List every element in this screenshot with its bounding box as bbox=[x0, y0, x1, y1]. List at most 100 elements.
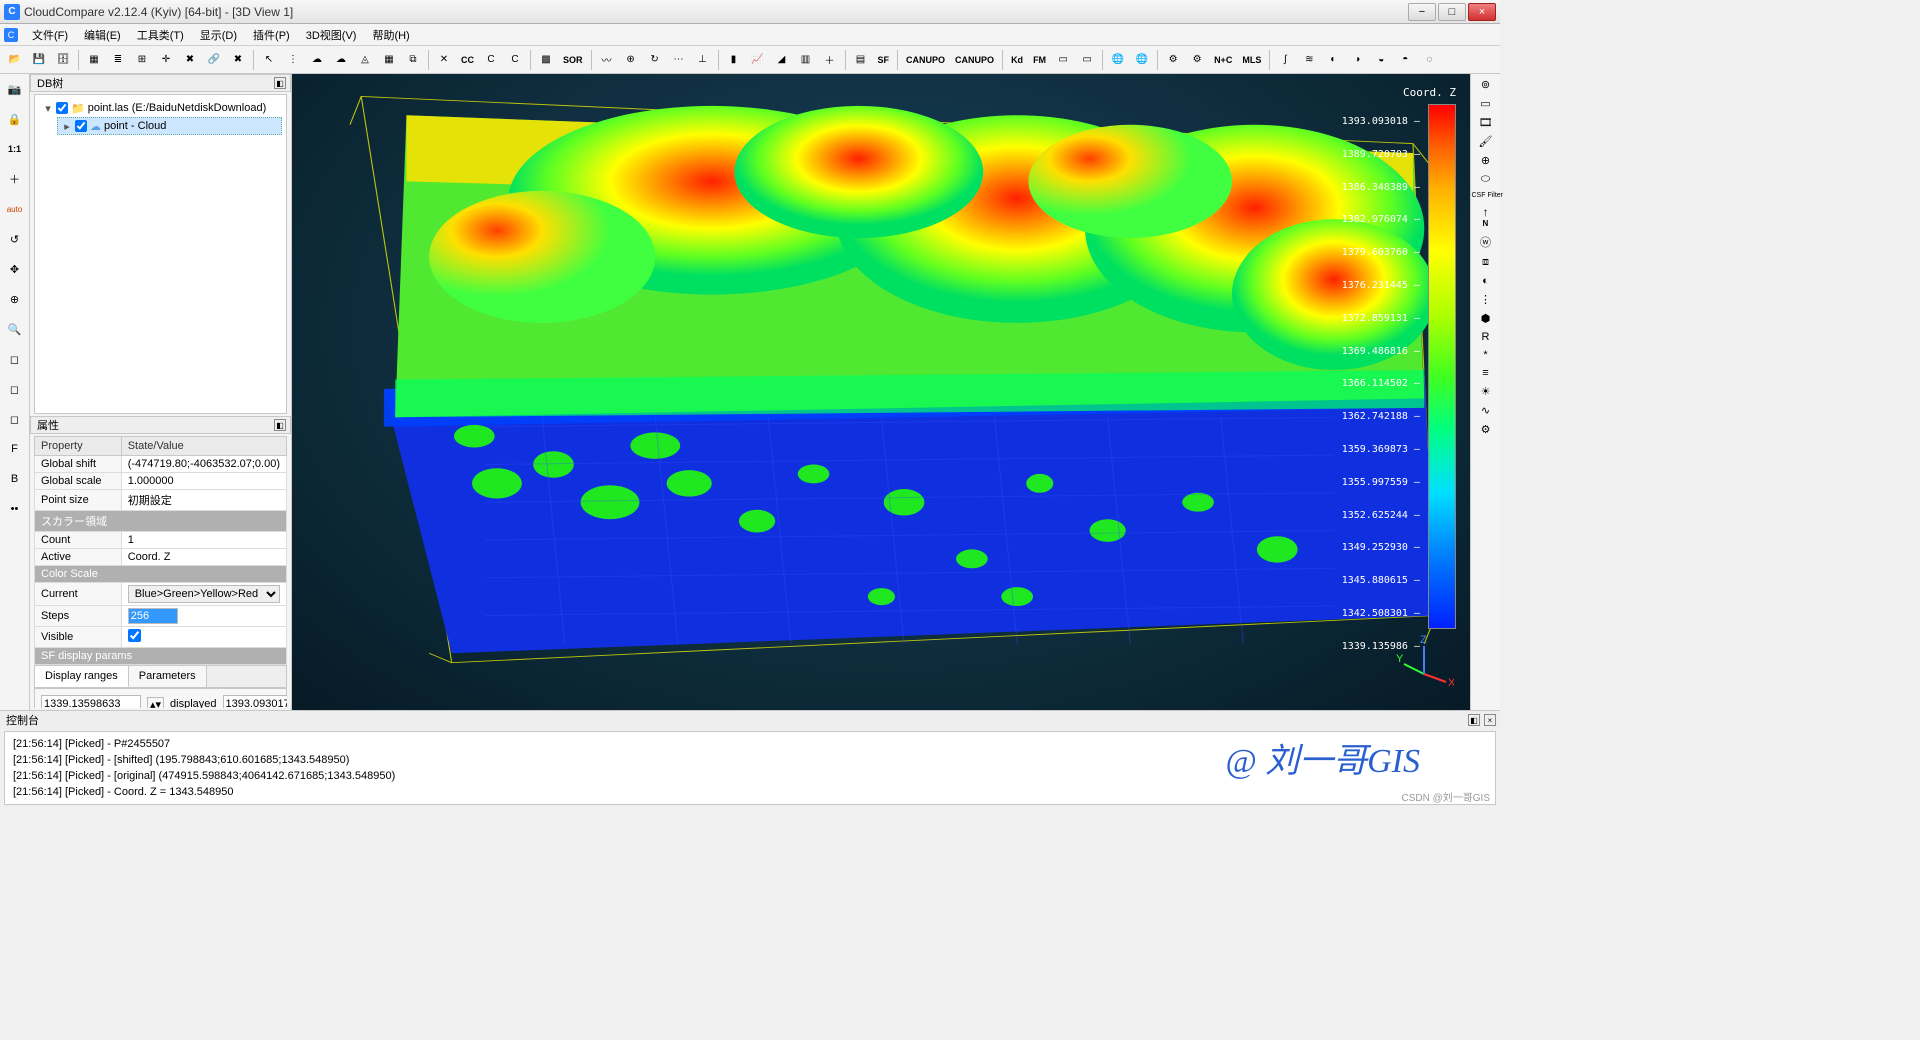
menu-工具类(T)[interactable]: 工具类(T) bbox=[129, 25, 192, 45]
visible-checkbox[interactable] bbox=[128, 629, 141, 642]
tab-parameters[interactable]: Parameters bbox=[129, 666, 207, 687]
close-button[interactable]: × bbox=[1468, 3, 1496, 21]
toolbtn-cci[interactable]: C bbox=[480, 49, 502, 71]
rightbtn-target[interactable]: ⊚ bbox=[1481, 78, 1490, 91]
expand-icon[interactable]: ▸ bbox=[62, 120, 72, 133]
leftbtn-target[interactable]: ⊕ bbox=[4, 288, 26, 310]
toolbtn-sor[interactable]: SOR bbox=[559, 49, 587, 71]
steps-input[interactable] bbox=[128, 608, 178, 624]
toolbtn-grid2[interactable]: ▦ bbox=[378, 49, 400, 71]
rightbtn-dots[interactable]: ⋮ bbox=[1480, 293, 1491, 306]
toolbtn-gear1[interactable]: ⚙ bbox=[1162, 49, 1184, 71]
toolbtn-ccw[interactable]: C bbox=[504, 49, 526, 71]
toolbtn-f2[interactable]: ▭ bbox=[1076, 49, 1098, 71]
toolbtn-list[interactable]: ≣ bbox=[107, 49, 129, 71]
properties-dock-icon[interactable]: ◧ bbox=[274, 419, 286, 431]
toolbtn-gear2[interactable]: ⚙ bbox=[1186, 49, 1208, 71]
toolbtn-link[interactable]: 🔗 bbox=[203, 49, 225, 71]
rightbtn-csf[interactable]: CSF Filter bbox=[1472, 192, 1500, 199]
toolbtn-canupo2[interactable]: CANUPO bbox=[951, 49, 998, 71]
toolbtn-spin[interactable]: ↻ bbox=[644, 49, 666, 71]
tree-root[interactable]: ▾ 📁 point.las (E:/BaiduNetdiskDownload) bbox=[39, 99, 282, 117]
toolbtn-save[interactable]: 💾 bbox=[28, 49, 50, 71]
menu-插件(P)[interactable]: 插件(P) bbox=[245, 25, 298, 45]
toolbtn-del[interactable]: ✖ bbox=[227, 49, 249, 71]
toolbtn-canupo1[interactable]: CANUPO bbox=[902, 49, 949, 71]
rightbtn-shield[interactable]: ⬭ bbox=[1481, 173, 1490, 186]
toolbtn-dots[interactable]: ⋯ bbox=[668, 49, 690, 71]
leftbtn-box2[interactable]: ◻ bbox=[4, 378, 26, 400]
leftbtn-lock[interactable]: 🔒 bbox=[4, 108, 26, 130]
toolbtn-x1[interactable]: ✕ bbox=[433, 49, 455, 71]
rightbtn-hex[interactable]: ⬢ bbox=[1481, 312, 1491, 325]
toolbtn-s4[interactable]: ◑ bbox=[1346, 49, 1368, 71]
toolbtn-nc[interactable]: N+C bbox=[1210, 49, 1236, 71]
rightbtn-rgb[interactable]: R bbox=[1482, 331, 1490, 343]
toolbtn-grid[interactable]: ⊞ bbox=[131, 49, 153, 71]
console-output[interactable]: [21:56:14] [Picked] - P#2455507[21:56:14… bbox=[4, 731, 1496, 805]
tree-child[interactable]: ▸ ☁ point - Cloud bbox=[57, 117, 282, 135]
leftbtn-camera[interactable]: 📷 bbox=[4, 78, 26, 100]
rightbtn-film[interactable]: 🎞 bbox=[1479, 116, 1493, 129]
menu-3D视图(V)[interactable]: 3D视图(V) bbox=[298, 25, 365, 45]
rightbtn-brush[interactable]: 🖌 bbox=[1479, 135, 1493, 148]
leftbtn-box3[interactable]: ◻ bbox=[4, 408, 26, 430]
colorscale-select[interactable]: Blue>Green>Yellow>Red bbox=[128, 585, 280, 603]
leftbtn-back[interactable]: B bbox=[4, 468, 26, 490]
toolbtn-doc[interactable]: ▤ bbox=[850, 49, 872, 71]
toolbtn-fm[interactable]: FM bbox=[1029, 49, 1050, 71]
range-max-input[interactable] bbox=[223, 695, 287, 708]
leftbtn-plus[interactable]: ＋ bbox=[4, 168, 26, 190]
leftbtn-flickr[interactable]: •• bbox=[4, 498, 26, 520]
console-dock-icon[interactable]: ◧ bbox=[1468, 714, 1480, 726]
toolbtn-s2[interactable]: ≋ bbox=[1298, 49, 1320, 71]
3d-view[interactable]: Coord. Z 1393.093018 —1389.720703 —1386.… bbox=[292, 74, 1470, 710]
menu-编辑(E)[interactable]: 编辑(E) bbox=[76, 25, 129, 45]
rightbtn-layers[interactable]: ≡ bbox=[1482, 367, 1488, 379]
toolbtn-open[interactable]: 📂 bbox=[4, 49, 26, 71]
toolbtn-kd[interactable]: Kd bbox=[1007, 49, 1027, 71]
console-close-icon[interactable]: × bbox=[1484, 714, 1496, 726]
toolbtn-cross[interactable]: ✖ bbox=[179, 49, 201, 71]
leftbtn-1-1[interactable]: 1:1 bbox=[4, 138, 26, 160]
menu-显示(D)[interactable]: 显示(D) bbox=[192, 25, 245, 45]
range-min-input[interactable] bbox=[41, 695, 141, 708]
menu-文件(F)[interactable]: 文件(F) bbox=[24, 25, 76, 45]
maximize-button[interactable]: □ bbox=[1438, 3, 1466, 21]
tree-root-checkbox[interactable] bbox=[56, 102, 68, 114]
rightbtn-tree[interactable]: * bbox=[1483, 349, 1487, 361]
toolbtn-cloud2[interactable]: ☁ bbox=[330, 49, 352, 71]
toolbtn-plus2[interactable]: ＋ bbox=[819, 49, 841, 71]
dbtree-dock-icon[interactable]: ◧ bbox=[274, 77, 286, 89]
toolbtn-chk[interactable]: ▩ bbox=[535, 49, 557, 71]
toolbtn-s6[interactable]: ◓ bbox=[1394, 49, 1416, 71]
toolbtn-curve[interactable]: 〰 bbox=[596, 49, 618, 71]
toolbtn-cloud1[interactable]: ☁ bbox=[306, 49, 328, 71]
rightbtn-compass[interactable]: ⊕ bbox=[1481, 154, 1490, 167]
toolbtn-f1[interactable]: ▭ bbox=[1052, 49, 1074, 71]
toolbtn-target[interactable]: ⊕ bbox=[620, 49, 642, 71]
rightbtn-sun[interactable]: ☀ bbox=[1481, 385, 1491, 398]
toolbtn-norm[interactable]: ⊥ bbox=[692, 49, 714, 71]
menu-帮助(H)[interactable]: 帮助(H) bbox=[364, 25, 417, 45]
spinner-icon[interactable]: ▴▾ bbox=[147, 697, 164, 709]
toolbtn-mls[interactable]: MLS bbox=[1238, 49, 1265, 71]
toolbtn-sf[interactable]: SF bbox=[874, 49, 894, 71]
toolbtn-globe2[interactable]: 🌐 bbox=[1131, 49, 1153, 71]
toolbtn-bar[interactable]: ▮ bbox=[723, 49, 745, 71]
toolbtn-hist[interactable]: ▥ bbox=[795, 49, 817, 71]
leftbtn-front[interactable]: F bbox=[4, 438, 26, 460]
leftbtn-curve[interactable]: ↺ bbox=[4, 228, 26, 250]
rightbtn-shade[interactable]: ◐ bbox=[1482, 275, 1489, 287]
toolbtn-axes[interactable]: ✛ bbox=[155, 49, 177, 71]
rightbtn-gear[interactable]: ⚙ bbox=[1481, 423, 1491, 436]
rightbtn-align[interactable]: ▭ bbox=[1480, 97, 1490, 110]
tree-child-checkbox[interactable] bbox=[75, 120, 87, 132]
leftbtn-auto[interactable]: auto bbox=[4, 198, 26, 220]
toolbtn-s7[interactable]: ◌ bbox=[1418, 49, 1440, 71]
rightbtn-www[interactable]: ⓦ bbox=[1480, 234, 1491, 250]
toolbtn-link2[interactable]: ⧉ bbox=[402, 49, 424, 71]
toolbtn-s5[interactable]: ◒ bbox=[1370, 49, 1392, 71]
toolbtn-area[interactable]: ◢ bbox=[771, 49, 793, 71]
rightbtn-curve2[interactable]: ∿ bbox=[1481, 404, 1490, 417]
